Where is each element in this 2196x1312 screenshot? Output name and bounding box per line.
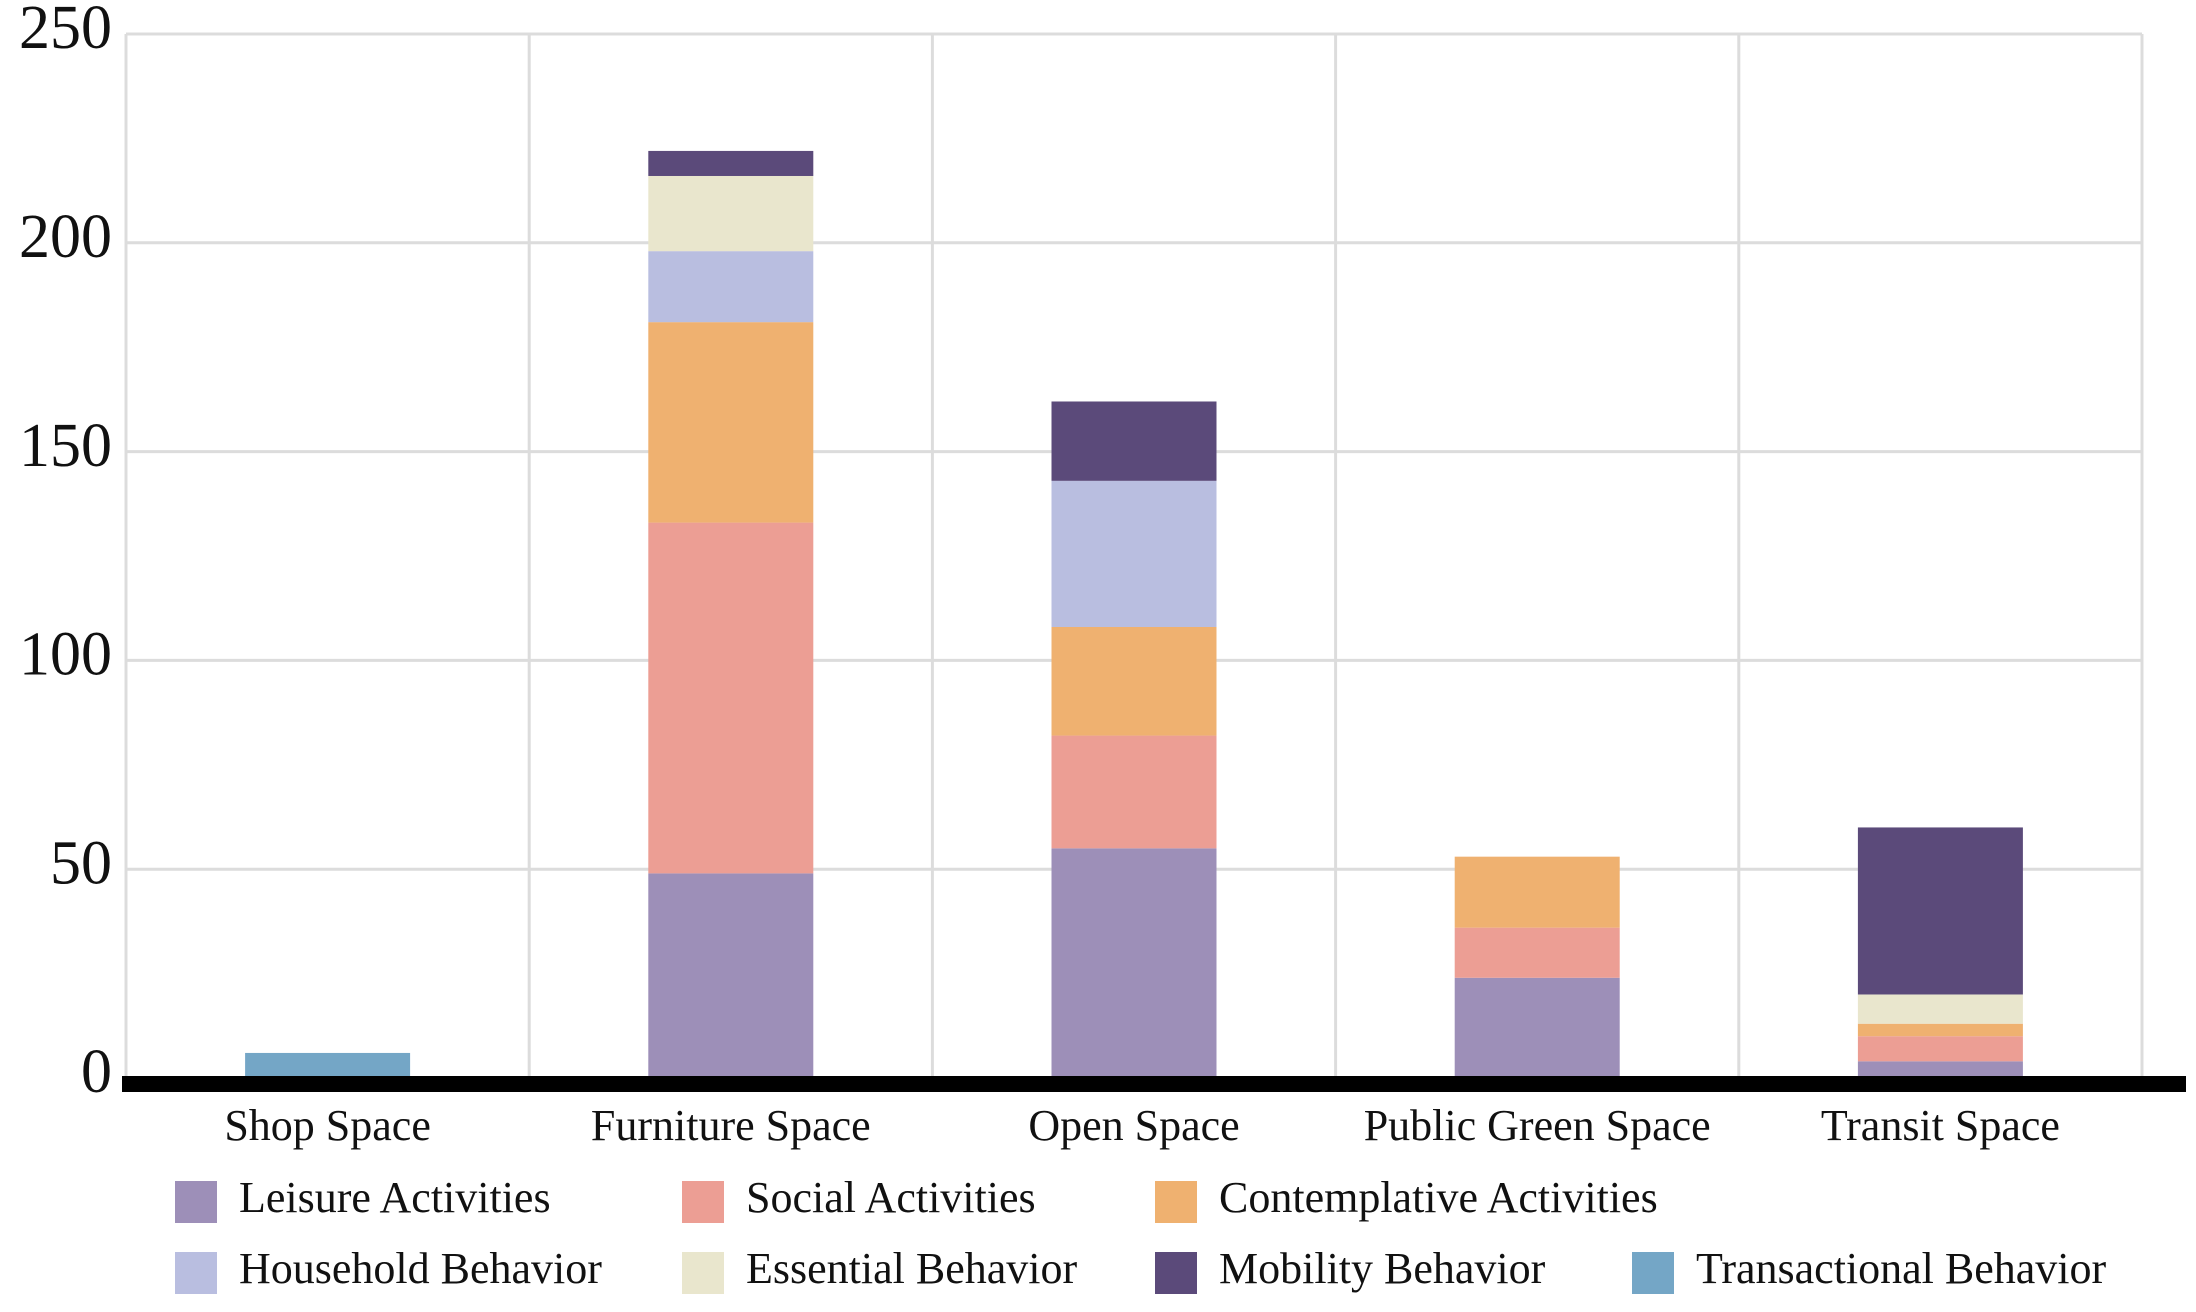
legend-label: Leisure Activities [239, 1173, 551, 1222]
bar-segment [1857, 1036, 2023, 1062]
legend-label: Mobility Behavior [1219, 1244, 1546, 1293]
bar-segment [648, 150, 814, 176]
legend-swatch [175, 1181, 217, 1223]
legend-label: Essential Behavior [746, 1244, 1077, 1293]
y-tick-label: 50 [50, 829, 112, 897]
bar-segment [1857, 1061, 2023, 1078]
bar-segment [648, 873, 814, 1078]
legend-swatch [1155, 1252, 1197, 1294]
x-tick-label: Furniture Space [591, 1101, 871, 1150]
y-tick-label: 250 [19, 0, 112, 62]
bar-segment [1454, 856, 1620, 928]
x-tick-label: Shop Space [224, 1101, 431, 1150]
bar-segment [648, 522, 814, 874]
x-tick-label: Public Green Space [1364, 1101, 1711, 1150]
y-tick-label: 0 [81, 1038, 112, 1106]
bar-segment [1051, 735, 1217, 849]
bar-segment [1857, 827, 2023, 995]
legend-label: Social Activities [746, 1173, 1036, 1222]
legend-swatch [1155, 1181, 1197, 1223]
legend-swatch [682, 1252, 724, 1294]
bar-segment [648, 322, 814, 523]
bar-segment [1051, 480, 1217, 627]
bar-segment [245, 1052, 411, 1078]
legend-label: Household Behavior [239, 1244, 602, 1293]
x-tick-label: Transit Space [1821, 1101, 2060, 1150]
bar-segment [1051, 401, 1217, 481]
legend-label: Contemplative Activities [1219, 1173, 1658, 1222]
bar-segment [1454, 927, 1620, 978]
y-tick-label: 100 [19, 621, 112, 689]
bar-segment [648, 251, 814, 323]
bar-segment [1857, 994, 2023, 1024]
legend-swatch [175, 1252, 217, 1294]
bar-segment [1454, 977, 1620, 1078]
legend-label: Transactional Behavior [1696, 1244, 2107, 1293]
bar-segment [1051, 626, 1217, 736]
legend-swatch [1632, 1252, 1674, 1294]
bar-segment [1051, 848, 1217, 1078]
bar-segment [1857, 1023, 2023, 1037]
legend-swatch [682, 1181, 724, 1223]
y-tick-label: 150 [19, 412, 112, 480]
y-tick-label: 200 [19, 203, 112, 271]
x-tick-label: Open Space [1028, 1101, 1239, 1150]
bar-segment [648, 175, 814, 252]
